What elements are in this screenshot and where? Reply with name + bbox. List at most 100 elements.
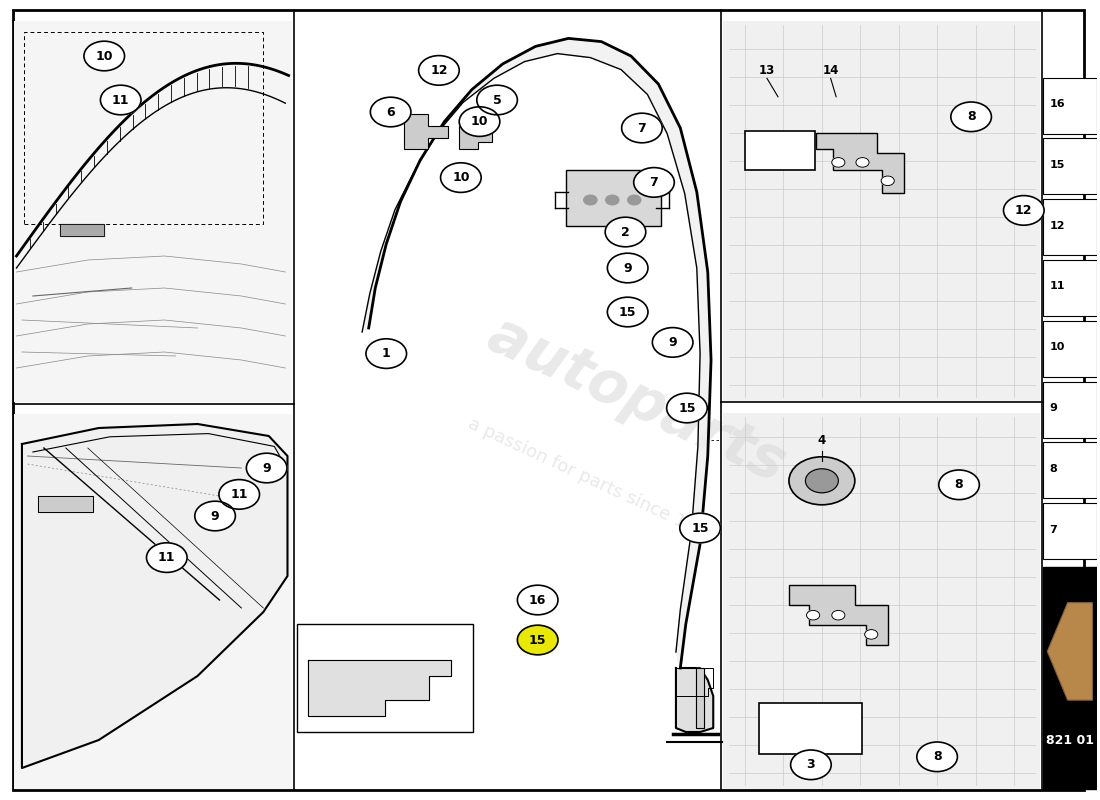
Polygon shape [404, 114, 448, 149]
Circle shape [832, 158, 845, 167]
Text: 8: 8 [1049, 464, 1057, 474]
Circle shape [652, 328, 693, 357]
Text: 8: 8 [955, 478, 964, 491]
Circle shape [605, 218, 646, 246]
Text: 16: 16 [529, 594, 547, 606]
Polygon shape [816, 133, 904, 193]
Text: 13: 13 [759, 64, 775, 77]
Polygon shape [459, 118, 492, 149]
Circle shape [806, 610, 820, 620]
Circle shape [1003, 195, 1044, 225]
Text: 11: 11 [231, 488, 248, 501]
Text: 15: 15 [679, 402, 695, 414]
Text: 11: 11 [158, 551, 176, 564]
FancyBboxPatch shape [14, 414, 292, 789]
Polygon shape [1047, 602, 1092, 700]
Circle shape [419, 55, 459, 85]
Circle shape [517, 626, 558, 654]
Text: 9: 9 [211, 510, 219, 522]
FancyBboxPatch shape [1043, 321, 1097, 377]
Circle shape [607, 253, 648, 282]
Text: 16: 16 [1049, 99, 1065, 109]
Circle shape [246, 453, 287, 482]
FancyBboxPatch shape [1043, 442, 1097, 498]
FancyBboxPatch shape [759, 703, 862, 754]
Text: 10: 10 [1049, 342, 1065, 352]
Text: 11: 11 [112, 94, 130, 106]
Text: 2: 2 [621, 226, 630, 238]
Circle shape [680, 514, 720, 542]
Circle shape [607, 297, 648, 326]
Text: 12: 12 [430, 64, 448, 77]
Text: 8: 8 [967, 110, 976, 123]
Circle shape [628, 195, 641, 205]
Circle shape [441, 163, 481, 192]
Polygon shape [695, 668, 704, 728]
Text: 9: 9 [262, 462, 271, 474]
Circle shape [865, 630, 878, 639]
Text: 12: 12 [1015, 204, 1033, 217]
FancyBboxPatch shape [745, 131, 815, 170]
Text: 12: 12 [1049, 221, 1065, 230]
Text: 6: 6 [386, 106, 395, 118]
Text: 15: 15 [619, 306, 637, 318]
FancyBboxPatch shape [1043, 138, 1097, 194]
FancyBboxPatch shape [566, 170, 661, 226]
Text: 15: 15 [529, 634, 547, 646]
Circle shape [459, 107, 499, 136]
FancyBboxPatch shape [1043, 78, 1097, 134]
Text: 7: 7 [638, 122, 647, 134]
Circle shape [789, 457, 855, 505]
Circle shape [146, 542, 187, 573]
FancyBboxPatch shape [723, 413, 1041, 789]
Text: autoparts: autoparts [478, 306, 794, 494]
Text: 11: 11 [1049, 282, 1065, 291]
Circle shape [84, 41, 124, 70]
Circle shape [832, 610, 845, 620]
Text: 4: 4 [817, 434, 826, 447]
Circle shape [805, 469, 838, 493]
Circle shape [916, 742, 957, 771]
FancyBboxPatch shape [1043, 382, 1097, 438]
Circle shape [606, 195, 619, 205]
Text: 9: 9 [669, 336, 676, 349]
Text: 5: 5 [493, 94, 502, 106]
Text: 821 01: 821 01 [1046, 734, 1093, 746]
Circle shape [791, 750, 832, 779]
Polygon shape [39, 496, 94, 512]
Circle shape [371, 98, 411, 126]
Circle shape [881, 176, 894, 186]
Circle shape [938, 470, 979, 499]
Text: 10: 10 [96, 50, 113, 62]
Polygon shape [675, 668, 713, 732]
Circle shape [584, 195, 597, 205]
Text: 3: 3 [806, 758, 815, 771]
Circle shape [517, 586, 558, 614]
Text: 15: 15 [691, 522, 708, 534]
FancyBboxPatch shape [297, 624, 473, 732]
Polygon shape [789, 585, 888, 645]
Text: 7: 7 [1049, 525, 1057, 534]
Circle shape [856, 158, 869, 167]
Text: 9: 9 [1049, 403, 1057, 413]
FancyBboxPatch shape [1043, 260, 1097, 316]
FancyBboxPatch shape [14, 21, 292, 402]
Text: 7: 7 [650, 176, 659, 189]
Circle shape [634, 167, 674, 197]
Text: 15: 15 [1049, 160, 1065, 170]
Text: 1: 1 [382, 347, 390, 360]
Polygon shape [362, 38, 711, 668]
Text: a passion for parts since 1985: a passion for parts since 1985 [465, 414, 719, 546]
Polygon shape [308, 660, 451, 716]
FancyBboxPatch shape [1043, 567, 1097, 789]
Circle shape [219, 479, 260, 510]
Circle shape [100, 86, 141, 115]
Circle shape [621, 114, 662, 142]
FancyBboxPatch shape [723, 21, 1041, 401]
Circle shape [667, 393, 707, 422]
Text: 14: 14 [823, 64, 839, 77]
Text: 9: 9 [624, 262, 632, 274]
Text: 10: 10 [452, 171, 470, 184]
Circle shape [366, 338, 407, 368]
FancyBboxPatch shape [1043, 503, 1097, 559]
